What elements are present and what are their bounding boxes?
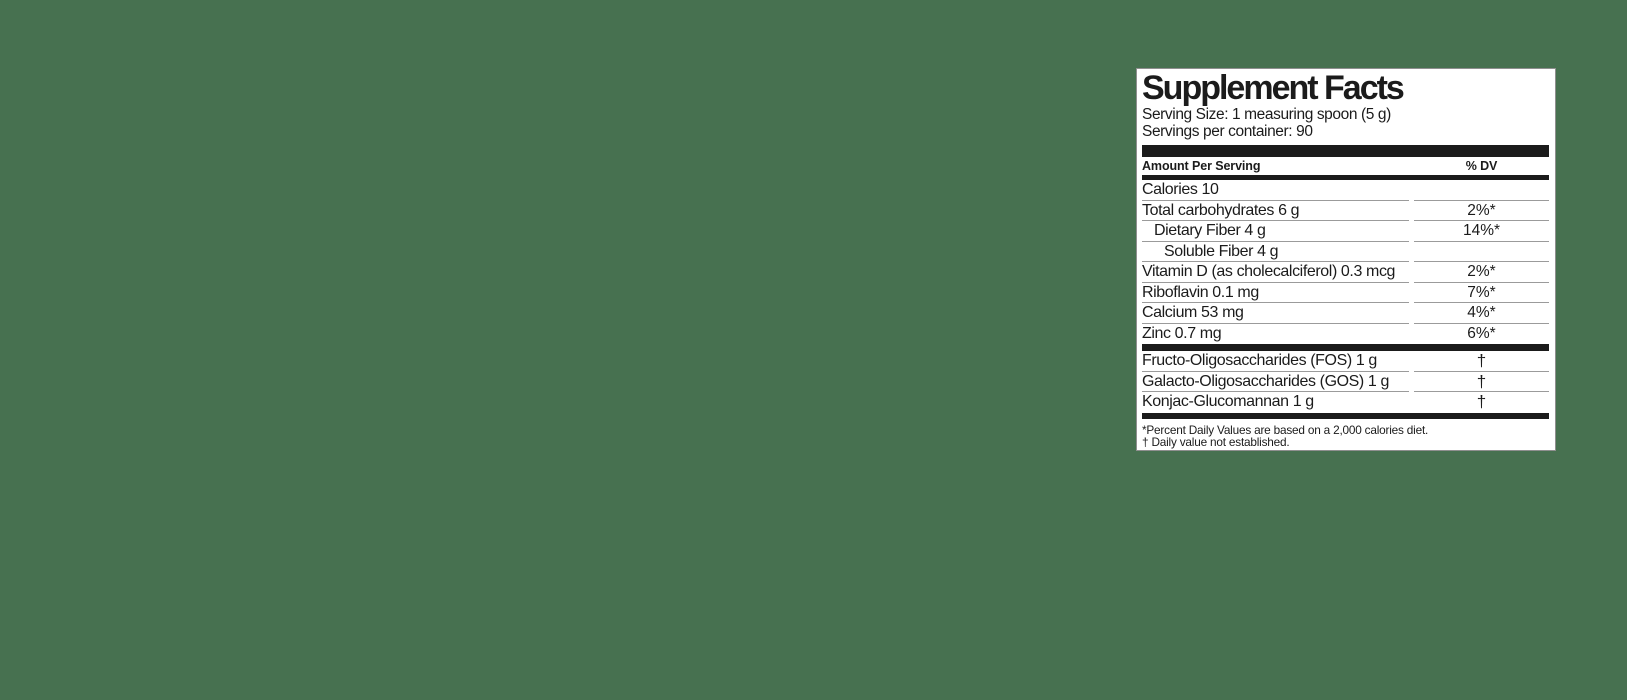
table-row: Calories 10 [1142, 180, 1549, 200]
nutrient-name: Riboflavin 0.1 mg [1142, 281, 1409, 303]
nutrient-name: Soluble Fiber 4 g [1142, 240, 1409, 262]
nutrient-name: Konjac-Glucomannan 1 g [1142, 391, 1409, 412]
table-row: Soluble Fiber 4 g [1142, 240, 1549, 262]
footnote-line: *Percent Daily Values are based on a 2,0… [1142, 422, 1429, 437]
nutrient-dv-value: 6%* [1414, 322, 1549, 344]
separator-bar-header [1142, 175, 1549, 180]
nutrient-name: Zinc 0.7 mg [1142, 322, 1409, 344]
nutrient-dv-value: 2%* [1414, 261, 1549, 282]
nutrient-name: Dietary Fiber 4 g [1142, 220, 1409, 241]
nutrient-name: Galacto-Oligosaccharides (GOS) 1 g [1142, 370, 1409, 392]
separator-bar-section [1142, 344, 1549, 351]
table-row: Total carbohydrates 6 g 2%* [1142, 199, 1549, 221]
nutrient-dv-value: 2%* [1414, 199, 1549, 221]
serving-size-line: Serving Size: 1 measuring spoon (5 g) [1142, 106, 1391, 123]
nutrient-name: Fructo-Oligosaccharides (FOS) 1 g [1142, 352, 1377, 369]
footnotes: *Percent Daily Values are based on a 2,0… [1142, 422, 1549, 450]
table-row: Dietary Fiber 4 g 14%* [1142, 220, 1549, 241]
nutrient-name: Total carbohydrates 6 g [1142, 199, 1409, 221]
panel-title: Supplement Facts [1142, 69, 1405, 107]
table-row: Riboflavin 0.1 mg 7%* [1142, 281, 1549, 303]
separator-bar-top [1142, 145, 1549, 157]
table-row: Galacto-Oligosaccharides (GOS) 1 g † [1142, 370, 1549, 392]
nutrient-dv-value [1414, 180, 1549, 200]
footnote-line: † Daily value not established. [1142, 435, 1290, 450]
table-row: Fructo-Oligosaccharides (FOS) 1 g † [1142, 351, 1549, 371]
table-row: Zinc 0.7 mg 6%* [1142, 322, 1549, 344]
nutrient-dv-value: † [1476, 351, 1487, 370]
table-row: Vitamin D (as cholecalciferol) 0.3 mcg 2… [1142, 261, 1549, 282]
nutrient-name: Calcium 53 mg [1142, 302, 1409, 323]
nutrient-dv-value: 4%* [1414, 302, 1549, 323]
nutrient-dv-value [1414, 240, 1549, 262]
nutrient-dv-value: † [1414, 370, 1549, 392]
nutrient-dv-value: 14%* [1414, 220, 1549, 241]
servings-per-container-line: Servings per container: 90 [1142, 123, 1313, 140]
nutrient-dv-value: † [1414, 391, 1549, 412]
table-row: Konjac-Glucomannan 1 g † [1142, 391, 1549, 412]
table-row: Calcium 53 mg 4%* [1142, 302, 1549, 323]
nutrient-name: Vitamin D (as cholecalciferol) 0.3 mcg [1142, 261, 1409, 282]
dv-header: % DV [1465, 159, 1498, 173]
nutrient-dv-value: 7%* [1414, 281, 1549, 303]
amount-per-serving-header: Amount Per Serving [1142, 159, 1261, 173]
table-header-row: Amount Per Serving % DV [1142, 157, 1549, 175]
supplement-facts-panel: Supplement Facts Serving Size: 1 measuri… [1136, 68, 1556, 451]
separator-bar-bottom [1142, 412, 1549, 419]
nutrient-name: Calories 10 [1142, 181, 1219, 198]
